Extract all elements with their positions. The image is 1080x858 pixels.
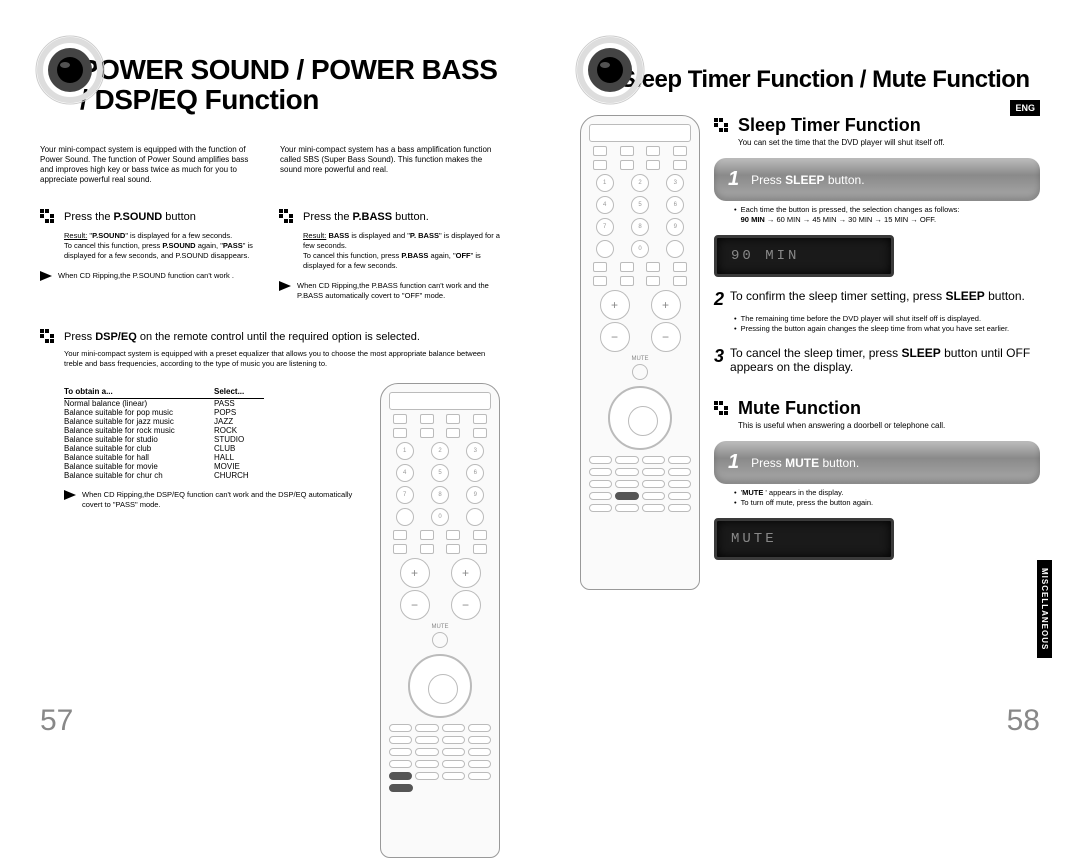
table-row: Balance suitable for studioSTUDIO	[64, 435, 264, 444]
remote-illustration: 123 456 789 0 ++ −− MUTE	[380, 379, 500, 858]
table-row: Balance suitable for rock musicROCK	[64, 426, 264, 435]
mute-step-1: 1 Press MUTE button.	[714, 441, 1040, 484]
step-pbass: Press the P.BASS button.	[279, 209, 500, 225]
note-pbass: When CD Ripping,the P.BASS function can'…	[279, 281, 500, 301]
step-psound: Press the P.SOUND button	[40, 209, 261, 225]
dots-icon	[40, 329, 56, 345]
intro-row: Your mini-compact system is equipped wit…	[40, 145, 500, 185]
table-row: Balance suitable for clubCLUB	[64, 444, 264, 453]
dots-icon	[714, 401, 730, 417]
eq-table: To obtain a... Select... Normal balance …	[64, 387, 264, 480]
intro-psound: Your mini-compact system is equipped wit…	[40, 145, 260, 185]
sleep-bullet-2: •The remaining time before the DVD playe…	[734, 314, 1040, 334]
triangle-icon	[279, 281, 291, 301]
section-tab: MISCELLANEOUS	[1037, 560, 1052, 658]
result-psound: Result: "P.SOUND" is displayed for a few…	[64, 231, 261, 261]
step-dsp: Press DSP/EQ on the remote control until…	[40, 329, 500, 345]
dsp-intro: Your mini-compact system is equipped wit…	[64, 349, 500, 369]
note-psound: When CD Ripping,the P.SOUND function can…	[40, 271, 261, 281]
dots-icon	[40, 209, 56, 225]
display-sleep: 90 MIN	[714, 235, 894, 277]
sleep-step-2: 2 To confirm the sleep timer setting, pr…	[714, 289, 1040, 310]
mute-heading-row: Mute Function	[714, 398, 1040, 419]
intro-pbass: Your mini-compact system has a bass ampl…	[280, 145, 500, 185]
page-number: 57	[40, 704, 73, 738]
result-pbass: Result: BASS is displayed and "P. BASS" …	[303, 231, 500, 271]
dots-icon	[714, 118, 730, 134]
mute-heading: Mute Function	[738, 398, 861, 419]
triangle-icon	[64, 490, 76, 510]
mute-subtext: This is useful when answering a doorbell…	[738, 421, 1040, 431]
sleep-heading: Sleep Timer Function	[738, 115, 921, 136]
sleep-step-1: 1 Press SLEEP button.	[714, 158, 1040, 201]
table-row: Balance suitable for movieMOVIE	[64, 462, 264, 471]
table-row: Normal balance (linear)PASS	[64, 399, 264, 408]
sleep-heading-row: Sleep Timer Function	[714, 115, 1040, 136]
table-row: Balance suitable for pop musicPOPS	[64, 408, 264, 417]
table-row: Balance suitable for hallHALL	[64, 453, 264, 462]
page-58: Sleep Timer Function / Mute Function ENG…	[540, 0, 1080, 763]
eq-header-select: Select...	[214, 387, 244, 396]
sleep-subtext: You can set the time that the DVD player…	[738, 138, 1040, 148]
remote-illustration: 123 456 789 0 ++ −− MUTE	[580, 115, 700, 590]
note-dsp: When CD Ripping,the DSP/EQ function can'…	[64, 490, 360, 510]
eq-header-obtain: To obtain a...	[64, 387, 214, 396]
sleep-bullet-1: •Each time the button is pressed, the se…	[734, 205, 1040, 225]
speaker-icon	[575, 35, 645, 105]
table-row: Balance suitable for chur chCHURCH	[64, 471, 264, 480]
table-row: Balance suitable for jazz musicJAZZ	[64, 417, 264, 426]
sleep-step-3: 3 To cancel the sleep timer, press SLEEP…	[714, 346, 1040, 374]
dots-icon	[279, 209, 295, 225]
page-title: POWER SOUND / POWER BASS / DSP/EQ Functi…	[80, 55, 500, 115]
speaker-icon	[35, 35, 105, 105]
page-title: Sleep Timer Function / Mute Function	[620, 65, 1040, 95]
lang-badge: ENG	[1010, 100, 1040, 116]
page-number: 58	[1007, 704, 1040, 738]
triangle-icon	[40, 271, 52, 281]
display-mute: MUTE	[714, 518, 894, 560]
mute-bullets: •'MUTE ' appears in the display. •To tur…	[734, 488, 1040, 508]
page-57: POWER SOUND / POWER BASS / DSP/EQ Functi…	[0, 0, 540, 763]
